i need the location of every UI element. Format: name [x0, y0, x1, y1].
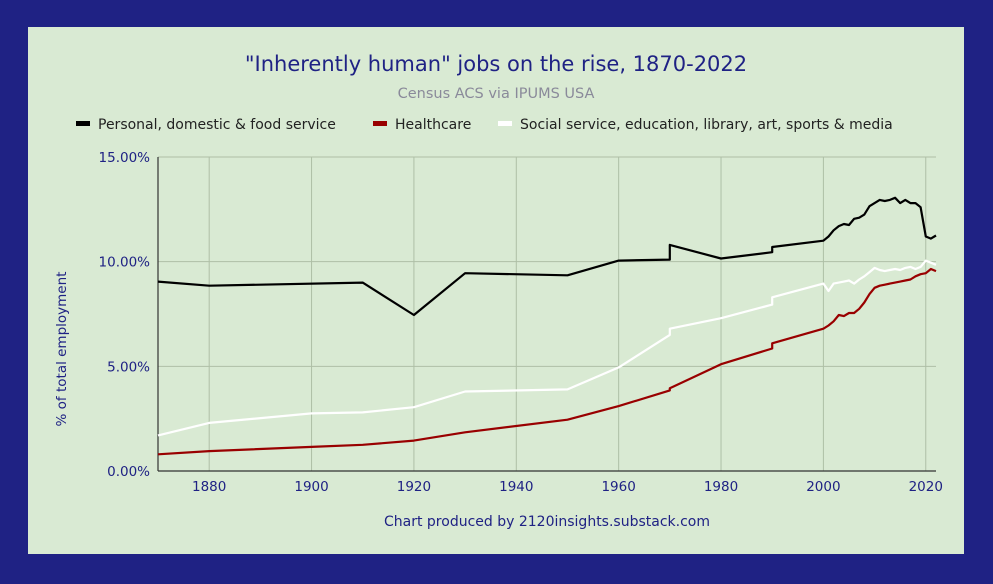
legend-swatch	[498, 121, 512, 126]
x-tick-label: 1880	[192, 479, 226, 495]
y-tick-label: 5.00%	[107, 359, 150, 375]
legend-label: Personal, domestic & food service	[98, 117, 336, 133]
chart-subtitle: Census ACS via IPUMS USA	[398, 86, 595, 102]
series-line-1	[157, 196, 937, 317]
x-tick-label: 2020	[909, 479, 943, 495]
x-tick-label: 2000	[806, 479, 840, 495]
series-line-2	[157, 267, 937, 456]
legend-swatch	[76, 121, 90, 126]
y-axis-title: % of total employment	[54, 272, 70, 427]
legend-swatch	[373, 121, 387, 126]
y-tick-label: 0.00%	[107, 464, 150, 480]
series-line-3	[157, 259, 937, 437]
chart-panel: "Inherently human" jobs on the rise, 187…	[28, 27, 964, 554]
y-tick-label: 10.00%	[99, 255, 151, 271]
legend: Personal, domestic & food service Healthc…	[76, 117, 893, 133]
x-tick-label: 1900	[294, 479, 328, 495]
legend-label: Social service, education, library, art,…	[520, 117, 893, 133]
x-tick-label: 1960	[601, 479, 635, 495]
x-tick-label: 1920	[397, 479, 431, 495]
x-tick-label: 1980	[704, 479, 738, 495]
chart: "Inherently human" jobs on the rise, 187…	[54, 52, 943, 530]
legend-label: Healthcare	[395, 117, 471, 133]
chart-title: "Inherently human" jobs on the rise, 187…	[245, 52, 747, 76]
series-lines	[157, 196, 937, 456]
y-tick-label: 15.00%	[99, 150, 151, 166]
axes: 1880 1900 1920 1940 1960 1980 2000 2020 0.00% 5.0…	[99, 150, 943, 495]
gridlines	[158, 156, 936, 472]
x-tick-label: 1940	[499, 479, 533, 495]
chart-credit: Chart produced by 2120insights.substack.…	[384, 514, 710, 530]
